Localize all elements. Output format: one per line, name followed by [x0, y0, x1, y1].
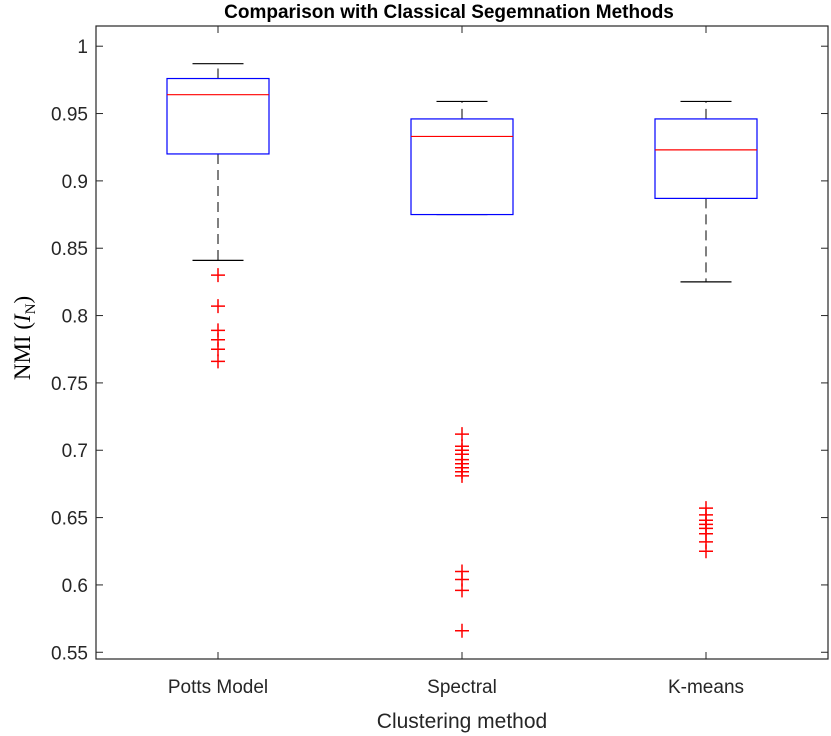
x-axis: Potts Model Spectral K-means: [168, 26, 744, 698]
x-tick-label: Potts Model: [168, 677, 268, 698]
y-tick-label: 0.7: [62, 441, 88, 462]
outlier-marker: [455, 427, 469, 442]
y-tick-label: 0.85: [51, 239, 88, 260]
y-tick-label: 0.75: [51, 374, 88, 395]
y-tick-label: 1: [77, 37, 88, 58]
box-group: [410, 100, 514, 638]
y-tick-label: 0.65: [51, 509, 88, 530]
outlier-marker: [455, 583, 469, 598]
outlier-marker: [211, 342, 225, 357]
x-axis-label: Clustering method: [377, 710, 547, 733]
y-axis-label: NMI (IN): [10, 296, 39, 380]
box: [654, 118, 758, 199]
outlier-marker: [455, 623, 469, 638]
outlier-marker: [211, 299, 225, 314]
outlier-marker: [211, 354, 225, 369]
boxes-layer: [166, 63, 758, 638]
y-axis: 0.55 0.6 0.65 0.7 0.75 0.8 0.85 0.9 0.95 1: [51, 37, 828, 664]
y-axis-label-close: ): [10, 296, 35, 304]
box: [166, 77, 270, 155]
box: [410, 118, 514, 216]
box-group: [166, 63, 270, 369]
y-tick-label: 0.95: [51, 105, 88, 126]
y-tick-label: 0.8: [62, 307, 88, 328]
plot-area: [95, 25, 829, 660]
chart-title: Comparison with Classical Segemnation Me…: [224, 2, 674, 23]
y-axis-label-sub: N: [23, 303, 39, 314]
outlier-marker: [699, 544, 713, 559]
y-tick-label: 0.6: [62, 576, 88, 597]
x-tick-label: K-means: [668, 677, 744, 698]
x-tick-label: Spectral: [427, 677, 497, 698]
y-axis-label-var: I: [10, 313, 35, 323]
box-group: [654, 100, 758, 559]
outlier-marker: [211, 268, 225, 283]
y-axis-label-text: NMI (: [10, 322, 35, 380]
y-tick-label: 0.9: [62, 172, 88, 193]
y-tick-label: 0.55: [51, 643, 88, 664]
outlier-marker: [455, 468, 469, 483]
